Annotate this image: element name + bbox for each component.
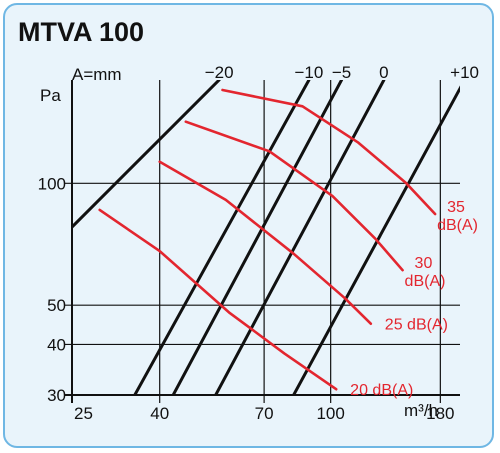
sound-curve-label: 25 dB(A) (385, 317, 448, 334)
y-tick-label: 100 (38, 174, 66, 193)
sound-curve (98, 208, 338, 391)
damper-line (214, 80, 386, 395)
sound-curve-label: 35 (447, 199, 465, 216)
y-axis-label: Pa (40, 86, 61, 105)
sound-curve (221, 88, 437, 216)
sound-curve-label: 30 (415, 255, 433, 272)
grid (64, 80, 460, 403)
damper-label: −10 (295, 63, 324, 82)
y-tick-label: 30 (47, 386, 66, 405)
damper-label: 0 (379, 63, 388, 82)
sound-curve-label: dB(A) (437, 217, 478, 234)
x-tick-label: 70 (255, 404, 274, 423)
x-tick-label: 40 (150, 404, 169, 423)
sound-curve-label: dB(A) (405, 273, 446, 290)
damper-label: −20 (205, 63, 234, 82)
tick-labels: 25 40 70 100 180 30 40 50 100 −20 −10 −5 0 +10 (38, 63, 479, 423)
sound-curve (158, 160, 373, 325)
damper-label: +10 (450, 63, 479, 82)
damper-line (292, 85, 460, 395)
chart-frame (3, 3, 494, 448)
x-tick-label: 100 (316, 404, 344, 423)
damper-setting-label: A=mm (72, 65, 122, 84)
sound-curve (184, 120, 404, 272)
damper-line (133, 80, 311, 395)
x-tick-label: 25 (74, 404, 93, 423)
x-axis-label: m³/h (404, 401, 438, 420)
damper-line (72, 80, 221, 229)
damper-line (171, 80, 344, 395)
chart-title: MTVA 100 (18, 17, 144, 47)
sound-curve-label: 20 dB(A) (350, 382, 413, 399)
y-tick-label: 50 (47, 296, 66, 315)
damper-lines (72, 80, 460, 395)
x-tick-label: 180 (426, 404, 454, 423)
y-tick-label: 40 (47, 335, 66, 354)
damper-label: −5 (332, 63, 351, 82)
